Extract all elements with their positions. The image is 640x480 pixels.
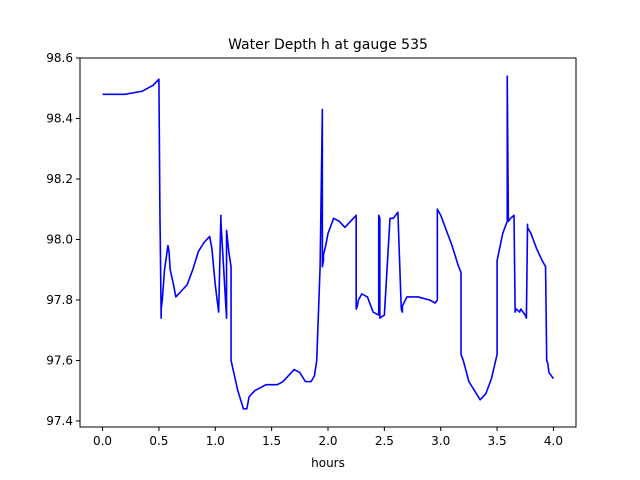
x-tick-label: 2.5: [375, 434, 394, 448]
y-tick-label: 98.6: [46, 51, 73, 65]
chart-title: Water Depth h at gauge 535: [228, 37, 428, 53]
x-tick-label: 2.0: [318, 434, 337, 448]
x-axis-label: hours: [311, 456, 345, 470]
plot-frame: [79, 57, 577, 428]
x-tick-label: 3.0: [431, 434, 450, 448]
y-tick-label: 98.0: [46, 232, 73, 246]
x-axis-ticks: 0.0 0.5 1.0 1.5 2.0 2.5 3.0 3.5 4.0: [93, 427, 563, 448]
y-tick-label: 97.8: [46, 293, 73, 307]
y-tick-label: 97.6: [46, 353, 73, 367]
y-tick-label: 98.4: [46, 111, 73, 125]
x-tick-label: 0.5: [149, 434, 168, 448]
x-tick-label: 1.5: [262, 434, 281, 448]
x-tick-label: 0.0: [93, 434, 112, 448]
plot-layer: [102, 75, 555, 410]
x-tick-label: 4.0: [544, 434, 563, 448]
x-tick-label: 3.5: [488, 434, 507, 448]
x-tick-label: 1.0: [206, 434, 225, 448]
y-tick-label: 97.4: [46, 414, 73, 428]
y-tick-label: 98.2: [46, 172, 73, 186]
y-axis-ticks: 97.4 97.6 97.8 98.0 98.2 98.4 98.6: [46, 51, 80, 428]
series-line-0: [102, 75, 555, 410]
